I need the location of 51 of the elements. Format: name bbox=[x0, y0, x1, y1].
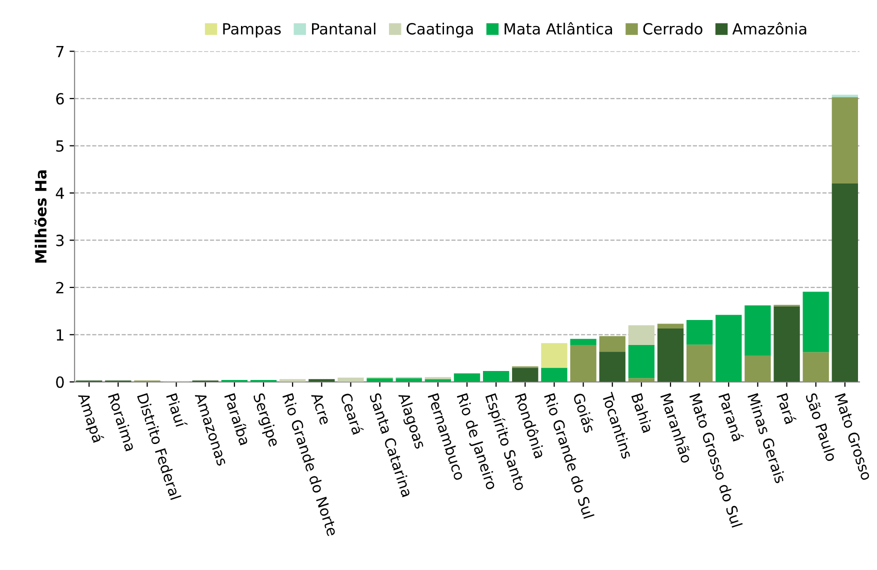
bar bbox=[541, 368, 568, 382]
x-tick-label: Ceará bbox=[340, 392, 364, 435]
bar bbox=[570, 338, 596, 346]
bar bbox=[802, 352, 829, 382]
bar bbox=[802, 292, 829, 352]
bar bbox=[599, 352, 626, 382]
x-tick-label: Pará bbox=[776, 392, 797, 424]
x-tick-label: Mato Grosso bbox=[834, 393, 872, 481]
x-tick-label: Piauí bbox=[166, 392, 188, 429]
bar bbox=[599, 336, 626, 352]
bar bbox=[628, 325, 655, 346]
y-tick-label: 0 bbox=[56, 376, 64, 388]
bar bbox=[396, 378, 422, 382]
bar bbox=[774, 306, 800, 382]
bar bbox=[366, 378, 393, 382]
y-tick-label: 4 bbox=[56, 188, 64, 199]
bar bbox=[338, 378, 364, 382]
bar bbox=[744, 305, 771, 356]
bar bbox=[570, 345, 596, 382]
x-tick-label: São Paulo bbox=[805, 392, 835, 462]
bar bbox=[716, 314, 742, 382]
x-tick-label: Bahia bbox=[631, 392, 654, 434]
bar bbox=[454, 373, 480, 382]
bar bbox=[832, 184, 858, 382]
legend-label: Cerrado bbox=[643, 22, 702, 35]
x-tick-label: Goiás bbox=[572, 392, 596, 434]
bar bbox=[744, 356, 771, 382]
y-tick-label: 5 bbox=[56, 140, 64, 152]
bar bbox=[686, 320, 713, 345]
y-tick-label: 6 bbox=[56, 92, 64, 105]
y-tick-label: 3 bbox=[56, 234, 64, 246]
bar bbox=[657, 324, 684, 329]
y-tick-label: 2 bbox=[56, 282, 64, 294]
y-axis-title: Milhões Ha bbox=[34, 170, 47, 263]
y-tick-label: 1 bbox=[56, 329, 64, 340]
legend-label: Amazônia bbox=[732, 22, 806, 35]
bar bbox=[628, 345, 655, 378]
legend-label: Pampas bbox=[223, 23, 281, 38]
legend-label: Caatinga bbox=[406, 22, 473, 38]
bar bbox=[686, 344, 713, 382]
legend-label: Mata Atlântica bbox=[504, 22, 612, 35]
x-tick-label: Paraíba bbox=[224, 392, 252, 446]
bar bbox=[628, 378, 655, 382]
bar bbox=[832, 97, 858, 184]
y-tick-label: 7 bbox=[56, 46, 64, 58]
bar bbox=[657, 328, 684, 382]
bar bbox=[512, 368, 538, 382]
x-tick-label: Sergipe bbox=[250, 392, 280, 448]
legend-label: Pantanal bbox=[312, 22, 376, 35]
bar bbox=[482, 371, 510, 382]
bar bbox=[541, 343, 568, 368]
